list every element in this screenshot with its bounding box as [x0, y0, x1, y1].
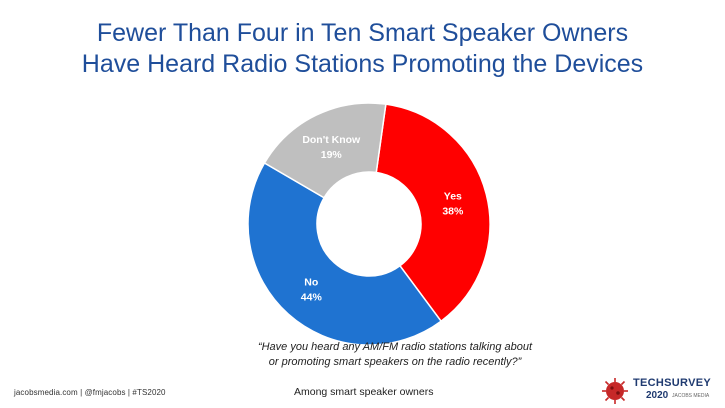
techsurvey-logo: TECHSURVEY 2020 JACOBS MEDIA	[600, 374, 720, 406]
slice-no	[247, 161, 443, 346]
title-line-2: Have Heard Radio Stations Promoting the …	[81, 50, 644, 78]
survey-question: “Have you heard any AM/FM radio stations…	[200, 340, 590, 370]
slice-value: 19%	[321, 149, 343, 161]
slice-value: 38%	[442, 206, 464, 218]
question-line-1: “Have you heard any AM/FM radio stations…	[257, 341, 533, 353]
logo-year: 2020	[646, 390, 669, 401]
slice-label: Yes	[444, 191, 462, 203]
logo-brand: TECHSURVEY	[633, 377, 711, 389]
slice-don-t-know	[263, 102, 387, 199]
slice-label: Don't Know	[302, 134, 361, 146]
title-line-1: Fewer Than Four in Ten Smart Speaker Own…	[96, 19, 629, 47]
chart-title: Fewer Than Four in Ten Smart Speaker Own…	[0, 18, 725, 80]
question-line-2: or promoting smart speakers on the radio…	[268, 356, 522, 368]
logo-sub: JACOBS MEDIA	[672, 393, 710, 399]
slice-label: No	[304, 276, 318, 288]
footer-note: Among smart speaker owners	[294, 386, 434, 398]
footer-links: jacobsmedia.com | @fmjacobs | #TS2020	[14, 388, 166, 397]
slice-value: 44%	[301, 291, 323, 303]
slice-yes	[375, 103, 491, 323]
coronavirus-icon	[602, 378, 628, 404]
